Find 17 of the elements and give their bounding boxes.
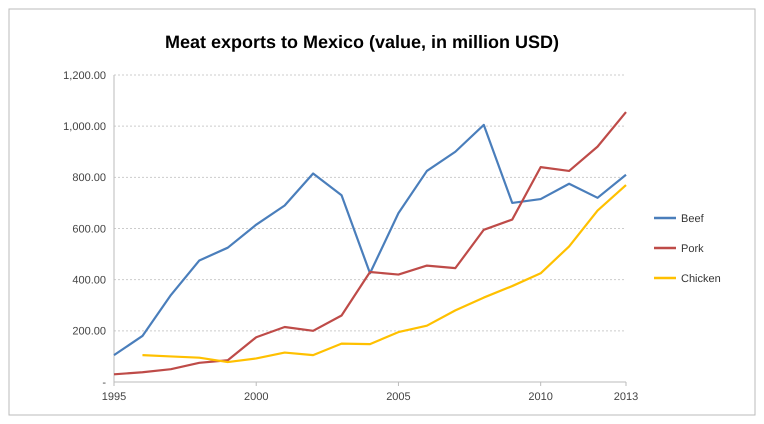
y-tick-label: 200.00 (72, 326, 106, 338)
legend-label: Chicken (681, 272, 721, 285)
x-tick-label: 2013 (614, 391, 638, 403)
legend-label: Pork (681, 242, 704, 255)
y-tick-label: 800.00 (72, 172, 106, 184)
y-tick-label: 1,000.00 (63, 121, 106, 134)
x-tick-label: 2010 (528, 391, 553, 403)
x-tick-label: 2000 (244, 391, 268, 403)
x-tick-label: 2005 (386, 391, 411, 403)
y-tick-label: - (102, 376, 106, 389)
chart-title: Meat exports to Mexico (value, in million USD) (164, 32, 560, 52)
y-tick-label: 1,200.00 (63, 70, 106, 82)
legend-label: Beef (681, 212, 705, 225)
y-tick-label: 400.00 (72, 274, 106, 287)
y-tick-label: 600.00 (72, 223, 106, 236)
x-tick-label: 1995 (102, 391, 126, 403)
line-series (141, 184, 628, 364)
